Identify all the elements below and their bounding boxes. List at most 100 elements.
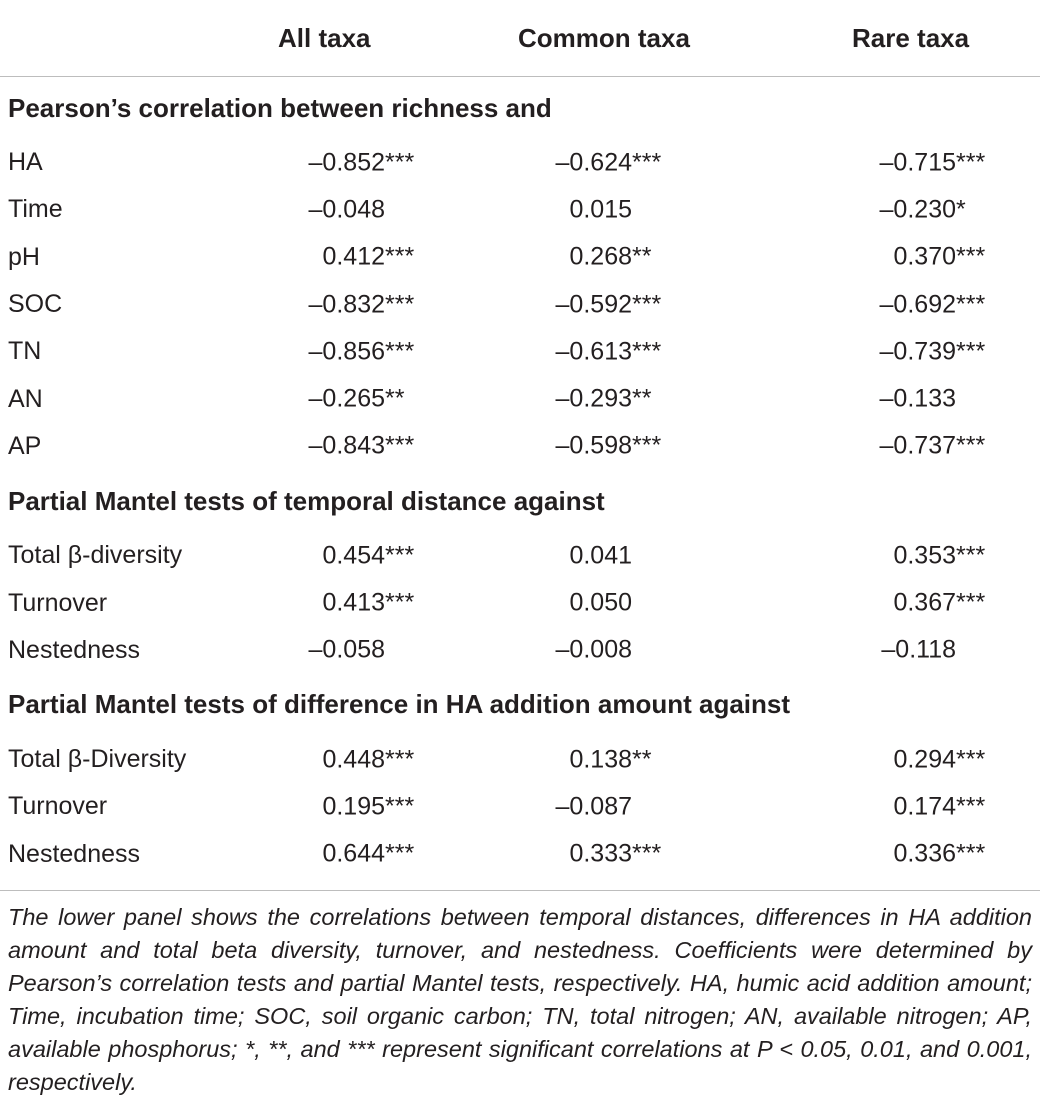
header-all-taxa: All taxa	[278, 22, 371, 53]
table-header-row: All taxa Common taxa Rare taxa	[0, 0, 1040, 76]
value-cell: 0.367***	[788, 579, 1040, 626]
row-label: HA	[8, 148, 43, 177]
significance-stars: ***	[385, 290, 415, 319]
header-divider	[0, 76, 1040, 77]
significance-stars: ***	[385, 431, 415, 460]
row-label: pH	[8, 242, 40, 271]
coefficient-value: 0.353	[893, 541, 956, 570]
value-cell: –0.843***	[268, 423, 518, 470]
value-cell: 0.174***	[788, 783, 1040, 830]
value-cell: 0.448***	[268, 736, 518, 783]
value-cell: –0.058	[268, 627, 518, 674]
coefficient-value: –0.739	[879, 337, 956, 366]
significance-stars: ***	[385, 242, 415, 271]
section-title: Partial Mantel tests of difference in HA…	[8, 689, 791, 720]
row-label: Nestedness	[8, 635, 141, 664]
coefficient-value: –0.613	[555, 337, 632, 366]
coefficient-value: –0.058	[308, 635, 385, 664]
significance-stars: ***	[632, 839, 662, 868]
significance-stars: **	[385, 384, 405, 413]
significance-stars: **	[632, 745, 652, 774]
header-rare-taxa: Rare taxa	[852, 22, 970, 53]
coefficient-value: 0.413	[322, 588, 385, 617]
table-row: Total β-Diversity 0.448*** 0.138** 0.294***	[0, 736, 1040, 783]
row-label: Total β-diversity	[8, 541, 183, 570]
value-cell: –0.856***	[268, 328, 518, 375]
coefficient-value: –0.230	[879, 195, 956, 224]
table-row: Nestedness 0.644*** 0.333*** 0.336***	[0, 831, 1040, 878]
value-cell: 0.413***	[268, 579, 518, 626]
significance-stars: ***	[956, 242, 986, 271]
coefficient-value: –0.715	[879, 148, 956, 177]
value-cell: 0.412***	[268, 234, 518, 281]
row-label: Nestedness	[8, 839, 141, 868]
table-row: Turnover 0.195*** –0.087 0.174***	[0, 783, 1040, 830]
significance-stars: ***	[956, 431, 986, 460]
significance-stars: **	[632, 384, 652, 413]
value-cell: –0.737***	[788, 423, 1040, 470]
significance-stars: ***	[632, 337, 662, 366]
significance-stars: ***	[956, 588, 986, 617]
coefficient-value: 0.644	[322, 839, 385, 868]
table-row: Turnover 0.413*** 0.050 0.367***	[0, 579, 1040, 626]
significance-stars: ***	[956, 337, 986, 366]
coefficient-value: –0.843	[308, 431, 385, 460]
coefficient-value: 0.336	[893, 839, 956, 868]
value-cell: 0.195***	[268, 783, 518, 830]
value-cell: 0.050	[518, 579, 788, 626]
value-cell: –0.230*	[788, 186, 1040, 233]
value-cell: –0.715***	[788, 139, 1040, 186]
row-label: Time	[8, 195, 63, 224]
coefficient-value: 0.448	[322, 745, 385, 774]
coefficient-value: –0.133	[879, 384, 956, 413]
significance-stars: ***	[632, 148, 662, 177]
coefficient-value: 0.015	[569, 195, 632, 224]
coefficient-value: –0.265	[308, 384, 385, 413]
table-row: Total β-diversity 0.454*** 0.041 0.353***	[0, 532, 1040, 579]
row-label: AN	[8, 384, 43, 413]
significance-stars: ***	[956, 839, 986, 868]
coefficient-value: –0.832	[308, 290, 385, 319]
table-row: AN –0.265** –0.293** –0.133	[0, 375, 1040, 422]
significance-stars: ***	[385, 745, 415, 774]
value-cell: 0.454***	[268, 532, 518, 579]
significance-stars: ***	[956, 148, 986, 177]
table-row: TN –0.856*** –0.613*** –0.739***	[0, 328, 1040, 375]
value-cell: –0.739***	[788, 328, 1040, 375]
coefficient-value: 0.412	[322, 242, 385, 271]
value-cell: –0.692***	[788, 281, 1040, 328]
value-cell: –0.624***	[518, 139, 788, 186]
value-cell: –0.048	[268, 186, 518, 233]
value-cell: 0.015	[518, 186, 788, 233]
table-body: Pearson’s correlation between richness a…	[0, 77, 1040, 878]
significance-stars: ***	[956, 290, 986, 319]
significance-stars: ***	[385, 588, 415, 617]
value-cell: 0.644***	[268, 831, 518, 878]
significance-stars: ***	[385, 148, 415, 177]
significance-stars: ***	[385, 541, 415, 570]
table-row: SOC –0.832*** –0.592*** –0.692***	[0, 281, 1040, 328]
coefficient-value: 0.174	[893, 792, 956, 821]
table-caption: The lower panel shows the correlations b…	[8, 903, 1032, 1095]
coefficient-value: 0.138	[569, 745, 632, 774]
value-cell: –0.008	[518, 627, 788, 674]
row-label: Turnover	[8, 792, 108, 821]
section-title: Partial Mantel tests of temporal distanc…	[8, 485, 605, 516]
value-cell: –0.852***	[268, 139, 518, 186]
value-cell: 0.268**	[518, 234, 788, 281]
value-cell: 0.041	[518, 532, 788, 579]
significance-stars: *	[956, 195, 966, 224]
coefficient-value: 0.050	[569, 588, 632, 617]
significance-stars: ***	[632, 290, 662, 319]
value-cell: –0.293**	[518, 375, 788, 422]
significance-stars: ***	[385, 839, 415, 868]
significance-stars: ***	[632, 431, 662, 460]
value-cell: –0.598***	[518, 423, 788, 470]
table-row: HA –0.852*** –0.624*** –0.715***	[0, 139, 1040, 186]
footer-divider	[0, 889, 1040, 891]
significance-stars: ***	[956, 541, 986, 570]
significance-stars: ***	[956, 745, 986, 774]
coefficient-value: –0.737	[879, 431, 956, 460]
table-row: Nestedness –0.058 –0.008 –0.118	[0, 627, 1040, 674]
